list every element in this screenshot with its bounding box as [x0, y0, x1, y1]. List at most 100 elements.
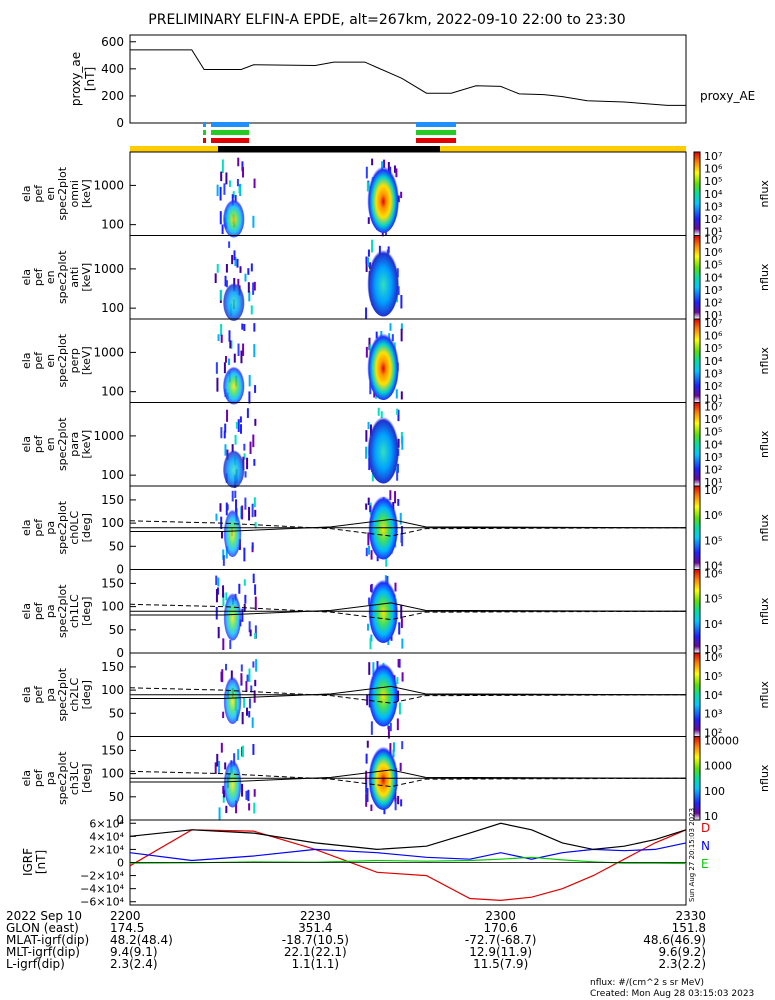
spectrogram-panel: 1000 100 ela pef en spec2plot omni [keV] [20, 151, 687, 238]
spectrogram-pixel [400, 799, 403, 807]
spectrogram-pixel [249, 441, 252, 454]
colorbar: 10000 1000 100 10 nflux [693, 735, 771, 823]
spectrogram-pixel [224, 444, 227, 456]
spectrogram-pixel [250, 263, 253, 272]
spectrogram-pixel [243, 579, 246, 586]
spectrogram-pixel [219, 211, 222, 225]
spectrogram-pixel [225, 663, 228, 671]
flag-red-b [416, 138, 456, 143]
footer-value: 2.3(2.2) [658, 957, 706, 971]
flag-red-a [211, 138, 249, 143]
spectrogram-pixel [243, 696, 246, 708]
spectrogram-pixel [251, 503, 254, 518]
flag-blue-a0 [203, 122, 206, 127]
spectrogram-ylabel: pef [32, 601, 45, 620]
colorbar-label: nflux [758, 263, 771, 291]
spectrogram-pixel [240, 664, 243, 672]
colorbar-tick-label: 100 [704, 785, 725, 798]
spectrogram-pixel [220, 427, 223, 439]
spectrogram-pixel [216, 753, 219, 767]
spectrogram-pixel [365, 256, 368, 264]
proxy-ae-line [130, 49, 686, 106]
spectrogram-tick-label: 100 [101, 683, 124, 697]
loss-cone-line [130, 685, 687, 699]
spectrogram-ylabel: en [44, 270, 57, 284]
spectrogram-pixel [221, 159, 224, 173]
footer-value: 174.5 [110, 921, 144, 935]
colorbar-tick-label: 10³ [704, 643, 722, 656]
spectrogram-tick-label: 100 [101, 218, 124, 232]
spectrogram-pixel [248, 506, 251, 521]
spectrogram-pixel [245, 790, 248, 800]
spectrogram-pixel [377, 407, 380, 416]
spectrogram-ylabel: anti [68, 267, 81, 288]
spectrogram-ylabel: omni [68, 180, 81, 207]
colorbar-gradient [693, 318, 701, 403]
spectrogram-pixel [368, 662, 371, 675]
spectrogram-pixel [254, 625, 257, 639]
spectrogram-pixel [252, 743, 255, 755]
footer-row-label: MLT-igrf(dip) [6, 945, 80, 959]
spectrogram-pixel [238, 583, 241, 594]
spectrogram-pixel [253, 323, 256, 332]
anti-loss-cone-line [129, 687, 687, 704]
spectrogram-pixel [214, 273, 217, 284]
proxy-ae-tick-label: 0 [116, 116, 124, 130]
footer-value: 151.8 [672, 921, 706, 935]
spectrogram-tick-label: 100 [101, 468, 124, 482]
spectrogram-pixel [369, 381, 372, 395]
footer-value: 170.6 [483, 921, 517, 935]
spectrogram-tick-label: 50 [109, 539, 124, 553]
colorbar-tick-label: 10⁶ [704, 330, 723, 343]
spectrogram-pixel [223, 789, 226, 798]
spectrogram-pixel [365, 793, 368, 807]
anti-loss-cone-line [129, 520, 687, 537]
spectrogram-ylabel: para [68, 432, 81, 457]
footer-value: -72.7(-68.7) [465, 933, 536, 947]
colorbar-tick-label: 10⁵ [704, 342, 722, 355]
spectrogram-frame [129, 318, 687, 403]
spectrogram-pixel [247, 789, 250, 802]
footer-value: 48.2(48.4) [110, 933, 173, 947]
spectrogram-ylabel: ch1LC [68, 594, 81, 628]
colorbar-gradient [693, 402, 701, 487]
spectrogram-pixel [228, 358, 231, 366]
spectrogram-pixel [365, 430, 368, 442]
footer-row-label: 2022 Sep 10 [6, 909, 82, 923]
spectrogram-pixel [247, 268, 250, 275]
spectrogram-pixel [245, 680, 248, 693]
spectrogram-pixel [222, 711, 225, 719]
colorbar-tick-label: 10000 [704, 735, 739, 748]
spectrogram-pixel [365, 547, 368, 557]
spectrogram-pixel [387, 637, 390, 646]
spectrogram-pixel [394, 582, 397, 592]
spectrogram-pixel [369, 505, 372, 513]
spectrogram-pixel [237, 419, 240, 432]
spectrogram-pixel [394, 491, 397, 504]
colorbar-gradient [693, 151, 701, 236]
flag-red-a0 [203, 138, 206, 143]
spectrogram-ylabel: pa [44, 688, 57, 702]
spectrogram-pixel [254, 522, 257, 529]
spectrogram-pixel [365, 346, 368, 358]
spectrogram-pixel [252, 573, 255, 584]
spectrogram-pixel [397, 659, 400, 668]
spectrogram-pixel [400, 191, 403, 199]
igrf-tick-label: 2×10⁴ [89, 843, 124, 856]
footer-value: 2200 [110, 909, 141, 923]
spectrogram-pixel [215, 513, 218, 521]
spectrogram-frame [129, 235, 687, 320]
spectrogram-pixel [254, 679, 257, 687]
spectrogram-pixel [370, 804, 373, 812]
colorbar-label: nflux [758, 180, 771, 208]
spectrogram-pixel [216, 184, 219, 197]
spectrogram-ylabel: en [44, 187, 57, 201]
spectrogram-tick-label: 150 [101, 493, 124, 507]
spectrogram-pixel [218, 760, 221, 774]
spectrogram-pixel [219, 503, 222, 512]
spectrogram-pixel [237, 749, 240, 760]
spectrogram-ylabel: pef [32, 685, 45, 704]
spectrogram-pixel [226, 409, 229, 422]
spectrogram-pixel [367, 249, 370, 257]
